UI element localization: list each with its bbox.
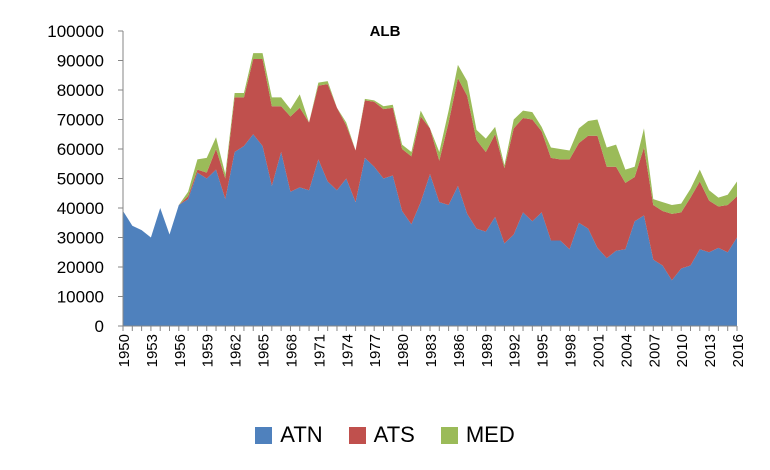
x-tick-label: 1962 — [228, 334, 245, 367]
y-tick-label: 40000 — [57, 199, 104, 218]
legend-label-ats: ATS — [373, 422, 415, 447]
legend: ATN ATS MED — [0, 418, 770, 452]
x-tick-label: 1983 — [423, 334, 440, 367]
area-series-atn — [123, 134, 737, 326]
y-tick-label: 100000 — [47, 22, 104, 41]
x-tick-label: 2004 — [618, 334, 635, 367]
x-tick-label: 1986 — [451, 334, 468, 367]
x-tick-label: 1950 — [116, 334, 133, 367]
x-tick-label: 1998 — [563, 334, 580, 367]
legend-item-med: MED — [440, 422, 515, 448]
y-tick-label: 50000 — [57, 170, 104, 189]
legend-label-med: MED — [465, 422, 515, 447]
x-tick-label: 2010 — [674, 334, 691, 367]
x-tick-label: 1989 — [479, 334, 496, 367]
area-series-ats — [123, 59, 737, 281]
y-tick-label: 90000 — [57, 52, 104, 71]
y-tick-label: 10000 — [57, 288, 104, 307]
x-tick-label: 1956 — [172, 334, 189, 367]
y-tick-label: 70000 — [57, 111, 104, 130]
y-tick-label: 60000 — [57, 140, 104, 159]
legend-swatch-med — [440, 426, 458, 444]
x-tick-label: 1974 — [339, 334, 356, 367]
y-tick-label: 30000 — [57, 229, 104, 248]
x-tick-label: 1992 — [507, 334, 524, 367]
y-tick-label: 80000 — [57, 81, 104, 100]
area-series-med — [123, 53, 737, 238]
x-tick-label: 1953 — [144, 334, 161, 367]
x-tick-label: 2001 — [590, 334, 607, 367]
legend-swatch-ats — [348, 426, 366, 444]
y-tick-label: 20000 — [57, 258, 104, 277]
chart-title: ALB — [370, 23, 401, 40]
x-tick-label: 1959 — [200, 334, 217, 367]
y-tick-label: 0 — [95, 317, 104, 336]
legend-item-atn: ATN — [255, 422, 323, 448]
legend-item-ats: ATS — [348, 422, 415, 448]
x-tick-label: 1965 — [256, 334, 273, 367]
x-tick-label: 1977 — [367, 334, 384, 367]
x-tick-label: 2007 — [646, 334, 663, 367]
legend-label-atn: ATN — [280, 422, 323, 447]
x-tick-label: 1971 — [311, 334, 328, 367]
x-tick-label: 1980 — [395, 334, 412, 367]
series-areas — [123, 53, 737, 326]
x-tick-label: 1995 — [535, 334, 552, 367]
x-tick-label: 1968 — [283, 334, 300, 367]
x-tick-label: 2016 — [730, 334, 747, 367]
legend-swatch-atn — [255, 426, 273, 444]
x-tick-label: 2013 — [702, 334, 719, 367]
axes: 0 10000 20000 30000 40000 50000 60000 70000 8000… — [47, 22, 747, 367]
